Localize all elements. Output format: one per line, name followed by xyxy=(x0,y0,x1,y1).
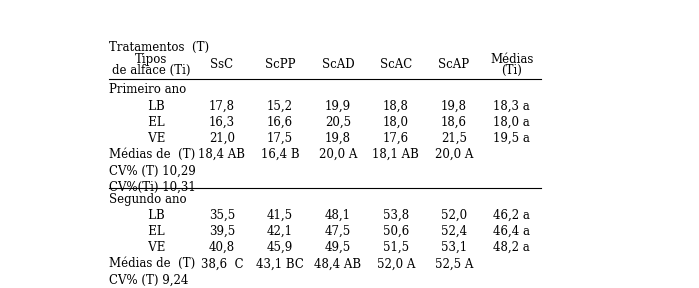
Text: ScPP: ScPP xyxy=(265,58,295,71)
Text: 46,2 a: 46,2 a xyxy=(493,209,531,222)
Text: 48,1: 48,1 xyxy=(325,209,351,222)
Text: 20,0 A: 20,0 A xyxy=(435,148,473,161)
Text: 38,6  C: 38,6 C xyxy=(201,257,243,270)
Text: EL: EL xyxy=(137,116,165,129)
Text: VE: VE xyxy=(137,132,165,145)
Text: Médias: Médias xyxy=(490,53,533,67)
Text: 19,9: 19,9 xyxy=(325,100,351,113)
Text: 16,4 B: 16,4 B xyxy=(261,148,299,161)
Text: LB: LB xyxy=(137,100,165,113)
Text: 52,0 A: 52,0 A xyxy=(377,257,415,270)
Text: 21,0: 21,0 xyxy=(209,132,235,145)
Text: 48,4 AB: 48,4 AB xyxy=(315,257,361,270)
Text: 43,1 BC: 43,1 BC xyxy=(256,257,304,270)
Text: 19,8: 19,8 xyxy=(441,100,467,113)
Text: 40,8: 40,8 xyxy=(209,241,235,254)
Text: 18,8: 18,8 xyxy=(383,100,409,113)
Text: 53,8: 53,8 xyxy=(383,209,409,222)
Text: 20,0 A: 20,0 A xyxy=(319,148,357,161)
Text: 52,4: 52,4 xyxy=(441,225,467,238)
Text: 18,0 a: 18,0 a xyxy=(493,116,531,129)
Text: 39,5: 39,5 xyxy=(209,225,235,238)
Text: 47,5: 47,5 xyxy=(325,225,351,238)
Text: EL: EL xyxy=(137,225,165,238)
Text: 50,6: 50,6 xyxy=(383,225,409,238)
Text: SsC: SsC xyxy=(210,58,233,71)
Text: 18,6: 18,6 xyxy=(441,116,467,129)
Text: Tratamentos  (T): Tratamentos (T) xyxy=(109,41,209,54)
Text: 49,5: 49,5 xyxy=(325,241,351,254)
Text: 45,9: 45,9 xyxy=(267,241,293,254)
Text: 20,5: 20,5 xyxy=(325,116,351,129)
Text: 19,8: 19,8 xyxy=(325,132,351,145)
Text: LB: LB xyxy=(137,209,165,222)
Text: 35,5: 35,5 xyxy=(209,209,235,222)
Text: Médias de  (T): Médias de (T) xyxy=(109,148,195,161)
Text: 19,5 a: 19,5 a xyxy=(493,132,531,145)
Text: 18,0: 18,0 xyxy=(383,116,409,129)
Text: CV% (T) 9,24: CV% (T) 9,24 xyxy=(109,274,189,287)
Text: ScAD: ScAD xyxy=(322,58,354,71)
Text: 18,3 a: 18,3 a xyxy=(493,100,531,113)
Text: ScAC: ScAC xyxy=(380,58,412,71)
Text: 42,1: 42,1 xyxy=(267,225,293,238)
Text: 17,8: 17,8 xyxy=(209,100,235,113)
Text: VE: VE xyxy=(137,241,165,254)
Text: 52,5 A: 52,5 A xyxy=(435,257,473,270)
Text: (Ti): (Ti) xyxy=(501,64,522,77)
Text: 48,2 a: 48,2 a xyxy=(493,241,531,254)
Text: ScAP: ScAP xyxy=(438,58,470,71)
Text: 51,5: 51,5 xyxy=(383,241,409,254)
Text: 46,4 a: 46,4 a xyxy=(493,225,531,238)
Text: de alface (Ti): de alface (Ti) xyxy=(112,64,190,77)
Text: 52,0: 52,0 xyxy=(441,209,467,222)
Text: 21,5: 21,5 xyxy=(441,132,467,145)
Text: Primeiro ano: Primeiro ano xyxy=(109,84,187,96)
Text: 18,1 AB: 18,1 AB xyxy=(373,148,419,161)
Text: 17,5: 17,5 xyxy=(267,132,293,145)
Text: 16,3: 16,3 xyxy=(209,116,235,129)
Text: Médias de  (T): Médias de (T) xyxy=(109,257,195,270)
Text: 16,6: 16,6 xyxy=(267,116,293,129)
Text: CV%(Ti) 10,31: CV%(Ti) 10,31 xyxy=(109,181,196,194)
Text: 41,5: 41,5 xyxy=(267,209,293,222)
Text: CV% (T) 10,29: CV% (T) 10,29 xyxy=(109,164,196,177)
Text: 18,4 AB: 18,4 AB xyxy=(199,148,245,161)
Text: Segundo ano: Segundo ano xyxy=(109,193,187,206)
Text: 15,2: 15,2 xyxy=(267,100,293,113)
Text: 17,6: 17,6 xyxy=(383,132,409,145)
Text: Tipos: Tipos xyxy=(135,53,167,67)
Text: 53,1: 53,1 xyxy=(441,241,467,254)
